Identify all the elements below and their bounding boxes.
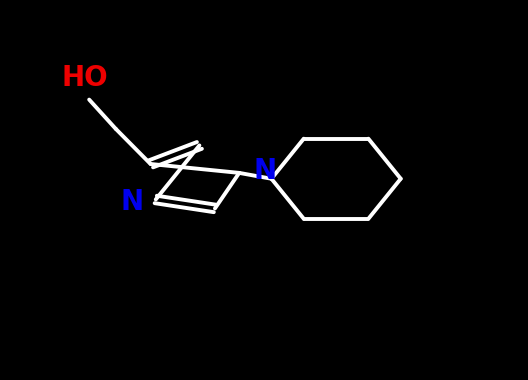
Text: HO: HO [62, 64, 108, 92]
Text: N: N [120, 188, 144, 216]
Text: N: N [253, 157, 277, 185]
